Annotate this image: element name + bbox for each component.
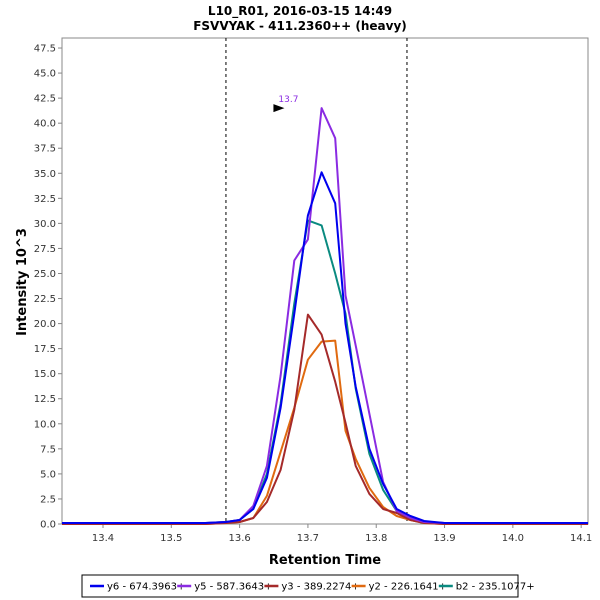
plot-area: 0.0 2.5 5.0 7.5 10.0 12.5 15.0 17.5 20.0 22.5 25.0… <box>34 37 592 544</box>
y-tick-label: 2.5 <box>40 494 56 505</box>
y-tick-label: 10.0 <box>34 419 56 430</box>
x-tick-label: 14.1 <box>570 533 592 544</box>
y-tick-label: 30.0 <box>34 219 56 230</box>
y-tick-label: 5.0 <box>40 469 56 480</box>
legend-label-y5: y5 - 587.3643+ <box>194 582 272 593</box>
y-tick-label: 45.0 <box>34 69 56 80</box>
peak-label: 13.7 <box>278 95 298 105</box>
y-tick-label: 32.5 <box>34 194 56 205</box>
x-tick-label: 13.9 <box>433 533 455 544</box>
y-tick-label: 47.5 <box>34 44 56 55</box>
legend-label-y6: y6 - 674.3963+ <box>107 582 185 593</box>
y-tick-label: 12.5 <box>34 394 56 405</box>
series-line-y6 <box>62 171 588 524</box>
x-tick-label: 13.5 <box>160 533 182 544</box>
legend-box <box>81 574 519 598</box>
y-tick-label: 37.5 <box>34 144 56 155</box>
y-tick-label: 17.5 <box>34 344 56 355</box>
x-axis-label: Retention Time <box>269 553 381 568</box>
y-tick-label: 27.5 <box>34 244 56 255</box>
legend-label-y2: y2 - 226.1641+ <box>369 582 447 593</box>
x-tick-label: 13.7 <box>297 533 319 544</box>
y-tick-label: 40.0 <box>34 119 56 130</box>
y-tick-label: 15.0 <box>34 369 56 380</box>
y-tick-label: 25.0 <box>34 269 56 280</box>
y-tick-label: 20.0 <box>34 319 56 330</box>
legend-label-b2: b2 - 235.1077+ <box>456 582 535 593</box>
legend-label-y3: y3 - 389.2274+ <box>281 582 359 593</box>
chart-subtitle: FSVVYAK - 411.2360++ (heavy) <box>193 19 407 33</box>
x-tick-label: 13.6 <box>228 533 250 544</box>
peak-marker-arrow <box>273 104 285 113</box>
y-tick-label: 22.5 <box>34 294 56 305</box>
plot-frame <box>61 37 589 525</box>
x-tick-label: 13.8 <box>365 533 387 544</box>
y-tick-label: 7.5 <box>40 444 56 455</box>
x-tick-label: 14.0 <box>502 533 524 544</box>
y-tick-label: 0.0 <box>40 520 56 531</box>
legend: y6 - 674.3963+ y5 - 587.3643+ y3 - 389.227… <box>81 574 535 598</box>
y-tick-label: 35.0 <box>34 169 56 180</box>
chart-title: L10_R01, 2016-03-15 14:49 <box>208 4 392 19</box>
x-tick-label: 13.4 <box>92 533 114 544</box>
y-tick-label: 42.5 <box>34 94 56 105</box>
y-axis-label: Intensity 10^3 <box>15 228 30 336</box>
